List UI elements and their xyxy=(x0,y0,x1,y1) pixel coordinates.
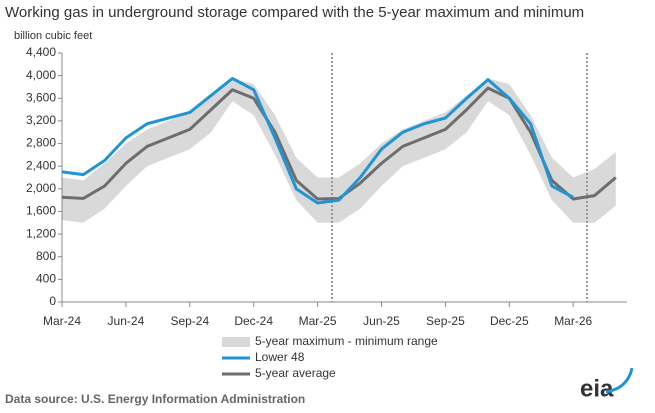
x-tick-label: Sep-24 xyxy=(170,314,209,328)
logo-arc xyxy=(605,367,634,394)
x-tick-label: Sep-25 xyxy=(426,314,465,328)
range-area xyxy=(62,78,616,223)
chart-title: Working gas in underground storage compa… xyxy=(5,4,584,21)
x-tick-label: Mar-26 xyxy=(554,314,592,328)
y-tick-label: 2,000 xyxy=(26,181,56,195)
logo-text: eia xyxy=(580,375,614,402)
legend-label: Lower 48 xyxy=(255,350,305,364)
y-tick-label: 3,200 xyxy=(26,113,56,127)
y-tick-label: 1,600 xyxy=(26,204,56,218)
x-tick-label: Dec-25 xyxy=(490,314,529,328)
x-tick-label: Dec-24 xyxy=(234,314,273,328)
legend-label: 5-year average xyxy=(255,366,336,380)
y-axis-label: billion cubic feet xyxy=(14,30,92,42)
y-tick-label: 800 xyxy=(36,249,56,263)
y-tick-label: 400 xyxy=(36,272,56,286)
y-tick-label: 3,600 xyxy=(26,90,56,104)
y-tick-label: 0 xyxy=(49,294,56,308)
y-tick-label: 4,400 xyxy=(26,45,56,59)
x-tick-label: Jun-24 xyxy=(108,314,145,328)
y-tick-label: 1,200 xyxy=(26,226,56,240)
series-line xyxy=(61,76,574,205)
logo: eia xyxy=(580,367,634,402)
y-tick-label: 4,000 xyxy=(26,68,56,82)
legend-label: 5-year maximum - minimum range xyxy=(255,334,438,348)
y-tick-label: 2,800 xyxy=(26,136,56,150)
x-tick-label: Mar-25 xyxy=(299,314,337,328)
legend-swatch xyxy=(222,337,250,347)
y-tick-label: 2,400 xyxy=(26,158,56,172)
source: Data source: U.S. Energy Information Adm… xyxy=(5,392,305,406)
x-tick-label: Jun-25 xyxy=(363,314,400,328)
x-tick-label: Mar-24 xyxy=(43,314,81,328)
